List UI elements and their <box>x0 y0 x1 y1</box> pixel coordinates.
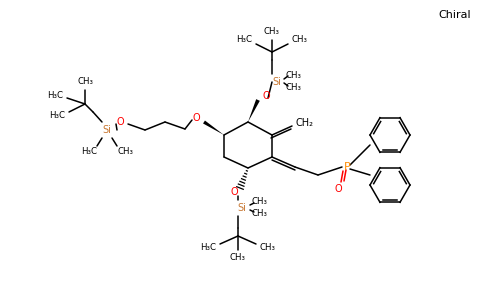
Text: Si: Si <box>272 77 281 87</box>
Text: P: P <box>344 162 350 172</box>
Text: CH₃: CH₃ <box>117 148 133 157</box>
Text: H₃C: H₃C <box>47 92 63 100</box>
Text: CH₃: CH₃ <box>286 70 302 80</box>
Text: CH₃: CH₃ <box>264 28 280 37</box>
Text: CH₃: CH₃ <box>252 209 268 218</box>
Text: CH₃: CH₃ <box>286 82 302 91</box>
Text: CH₃: CH₃ <box>292 35 308 44</box>
Text: H₃C: H₃C <box>236 35 252 44</box>
Text: CH₃: CH₃ <box>77 77 93 86</box>
Text: O: O <box>334 184 342 194</box>
Text: CH₃: CH₃ <box>260 244 276 253</box>
Polygon shape <box>203 121 224 135</box>
Text: H₃C: H₃C <box>81 148 97 157</box>
Text: H₃C: H₃C <box>200 244 216 253</box>
Text: Si: Si <box>238 203 246 213</box>
Text: CH₃: CH₃ <box>230 254 246 262</box>
Text: O: O <box>262 91 270 101</box>
Text: O: O <box>192 113 200 123</box>
Text: Chiral: Chiral <box>439 10 471 20</box>
Text: CH₃: CH₃ <box>252 197 268 206</box>
Text: CH₂: CH₂ <box>295 118 313 128</box>
Polygon shape <box>248 99 260 122</box>
Text: H₃C: H₃C <box>49 112 65 121</box>
Text: O: O <box>230 187 238 197</box>
Text: Si: Si <box>103 125 111 135</box>
Text: O: O <box>116 117 124 127</box>
